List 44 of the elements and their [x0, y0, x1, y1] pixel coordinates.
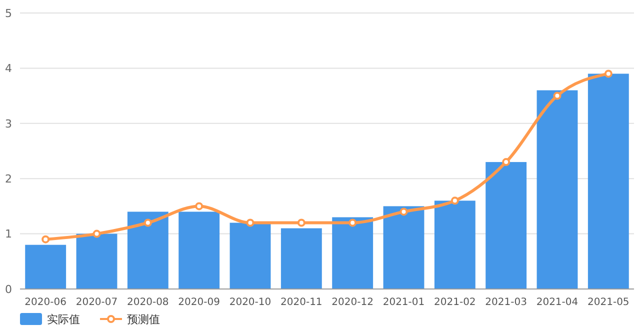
y-tick-label: 3 — [5, 117, 12, 130]
y-tick-label: 4 — [5, 62, 12, 76]
x-tick-label: 2020-07 — [76, 297, 118, 308]
point — [604, 70, 612, 78]
bar — [486, 162, 527, 289]
bar — [588, 74, 629, 289]
point — [297, 218, 306, 227]
point — [348, 218, 357, 227]
bar — [434, 200, 476, 289]
point — [246, 218, 254, 227]
bar — [280, 228, 322, 289]
x-tick-label: 2021-04 — [536, 297, 578, 308]
bar — [230, 222, 271, 289]
point — [400, 208, 408, 216]
x-tick-label: 2021-02 — [434, 297, 476, 308]
bar — [536, 90, 578, 289]
point — [144, 218, 152, 227]
y-tick-label: 0 — [5, 282, 12, 296]
bar — [127, 212, 168, 289]
point — [450, 196, 459, 205]
point — [502, 158, 510, 166]
x-tick-label: 2020-10 — [229, 297, 272, 308]
point — [195, 202, 204, 210]
y-tick-label: 5 — [5, 6, 12, 20]
point — [92, 230, 101, 238]
legend-label: 预测值 — [127, 312, 160, 326]
x-tick-label: 2021-05 — [588, 297, 630, 308]
bar — [76, 234, 118, 289]
x-tick-label: 2020-06 — [24, 297, 66, 308]
legend-label: 实际值 — [47, 312, 80, 326]
x-tick-label: 2020-11 — [280, 297, 322, 308]
point — [42, 235, 50, 244]
y-tick-label: 2 — [5, 172, 12, 186]
y-tick-label: 1 — [5, 228, 12, 241]
bar — [178, 212, 220, 289]
bar — [332, 217, 374, 289]
x-tick-label: 2021-01 — [382, 297, 425, 308]
point — [553, 92, 562, 100]
x-tick-label: 2020-08 — [127, 297, 169, 308]
x-tick-label: 2020-12 — [332, 297, 374, 308]
x-tick-label: 2021-03 — [485, 297, 527, 308]
bar — [25, 244, 66, 289]
bar — [383, 206, 424, 289]
x-tick-label: 2020-09 — [178, 297, 220, 308]
